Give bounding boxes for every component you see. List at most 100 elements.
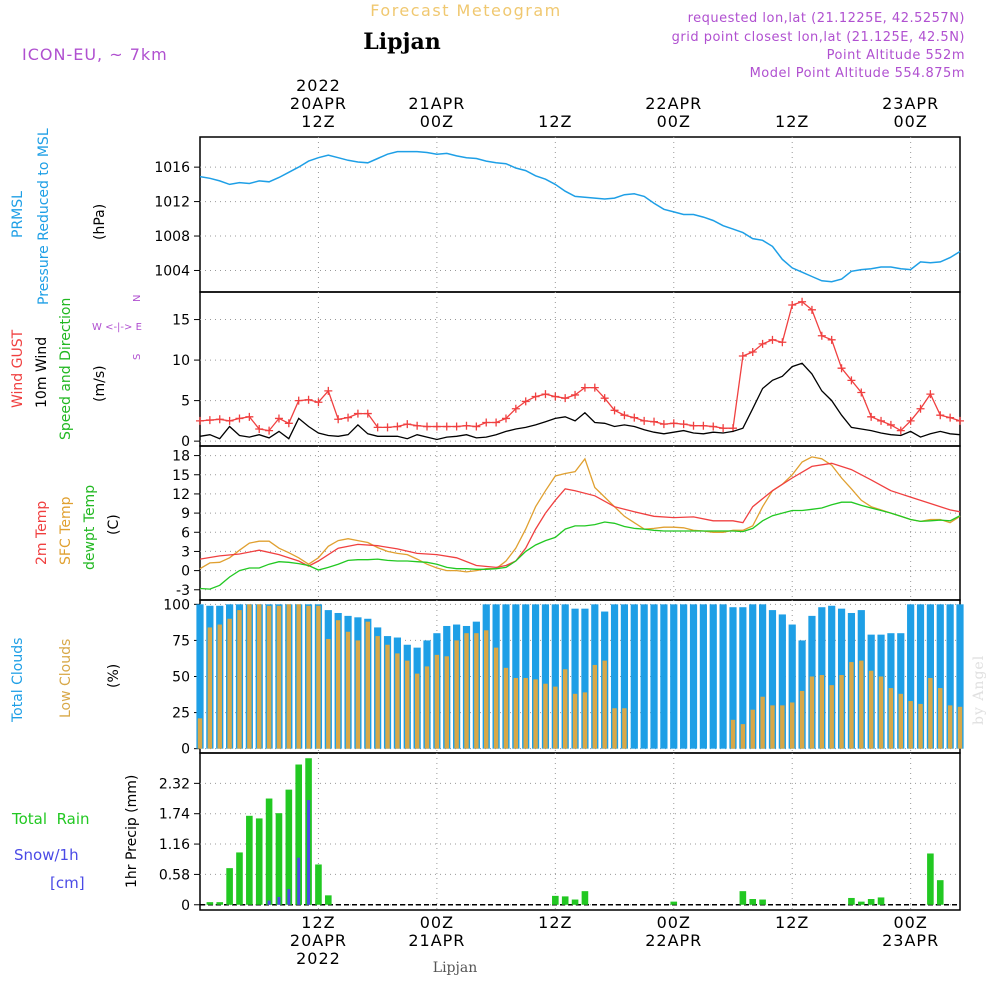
wind-labels: Wind GUST 10m Wind Speed and Direction (… (10, 295, 143, 440)
gust-point (492, 418, 501, 427)
gust-point (245, 412, 254, 421)
gust-point (748, 347, 757, 356)
wind-label-gust: Wind GUST (10, 329, 26, 408)
rain-bar (255, 818, 263, 905)
gust-point (551, 392, 560, 401)
low-cloud-bar (730, 719, 736, 749)
gust-point (205, 416, 214, 425)
sfc-temp-line (199, 456, 961, 573)
gust-point (314, 398, 323, 407)
gust-point (304, 395, 313, 404)
total-cloud-bar (670, 604, 678, 749)
wind-label-10m: 10m Wind (34, 337, 50, 408)
requested-coords: requested lon,lat (21.1225E, 42.5257N) (688, 11, 965, 26)
rain-bar (739, 891, 747, 905)
gust-point (857, 388, 866, 397)
precip-label-cm: [cm] (50, 874, 85, 892)
y-tick-label: 1012 (154, 195, 190, 211)
gust-point (580, 383, 589, 392)
low-cloud-bar (464, 633, 469, 749)
low-cloud-bar (493, 647, 499, 749)
gust-point (926, 390, 935, 399)
low-cloud-bar (474, 633, 479, 749)
y-tick-label: 5 (181, 394, 190, 410)
time-label-top: 21APR (408, 94, 465, 113)
gust-point (334, 415, 343, 424)
cloud-labels: Total Clouds Low Clouds (%) (10, 638, 122, 723)
low-cloud-bar (859, 660, 864, 749)
precip-label-snow: Snow/1h (14, 846, 79, 864)
total-cloud-bar (946, 604, 954, 749)
gust-point (462, 421, 471, 430)
low-cloud-bar (523, 677, 528, 749)
gust-point (837, 364, 846, 373)
gust-point (778, 338, 787, 347)
rain-bar (265, 798, 273, 905)
total-cloud-bar (551, 604, 559, 749)
gust-point (610, 406, 619, 415)
y-tick-label: 9 (181, 506, 190, 522)
pressure-label-unit: (hPa) (92, 204, 108, 240)
gust-point (916, 404, 925, 413)
rain-bar (848, 897, 855, 905)
total-cloud-bar (531, 604, 540, 749)
gust-point (798, 297, 807, 306)
gust-point (590, 383, 599, 392)
low-cloud-bar (405, 660, 410, 749)
total-cloud-bar (630, 604, 638, 749)
low-cloud-bar (257, 604, 262, 749)
rain-bar (759, 899, 766, 905)
precip-label-rain: Total Rain (11, 810, 90, 828)
temp-label-unit: (C) (106, 514, 122, 535)
snow-bar (297, 857, 301, 905)
temp-label-2m: 2m Temp (34, 501, 50, 565)
precip-label-unit: 1hr Precip (mm) (124, 775, 140, 888)
gust-point (393, 422, 402, 431)
low-cloud-bar (878, 676, 884, 749)
y-tick-label: 3 (181, 544, 190, 560)
low-cloud-bar (839, 675, 844, 749)
y-tick-label: 10 (172, 353, 190, 369)
panel-frame-wind (199, 291, 961, 447)
y-tick-label: 2.32 (159, 776, 190, 792)
low-cloud-bar (543, 683, 548, 749)
rain-bar (936, 880, 944, 905)
low-cloud-bar (790, 702, 795, 749)
total-cloud-bar (758, 604, 767, 749)
total-cloud-bar (907, 604, 915, 749)
chart-title: Forecast Meteogram (370, 1, 561, 20)
low-cloud-bar (750, 709, 755, 749)
gust-point (511, 404, 520, 413)
gust-point (659, 420, 668, 429)
low-cloud-bar (780, 705, 785, 749)
time-label-bottom: 20APR (290, 931, 347, 950)
total-cloud-bar (936, 604, 944, 749)
y-tick-label: 0 (181, 898, 190, 914)
y-tick-label: 50 (172, 670, 190, 686)
low-cloud-bar (740, 724, 746, 749)
compass-n: N (132, 295, 143, 302)
gust-point (867, 412, 876, 421)
rain-bar (867, 899, 875, 905)
y-tick-label: 100 (163, 597, 190, 613)
wind-label-unit: (m/s) (92, 365, 108, 402)
gust-point (906, 416, 915, 425)
total-cloud-bar (660, 604, 668, 749)
total-cloud-bar (719, 604, 727, 749)
gust-point (758, 339, 767, 348)
y-tick-label: 1008 (154, 229, 190, 245)
time-label-top: 22APR (645, 94, 702, 113)
total-cloud-bar (788, 624, 796, 749)
total-cloud-bar (739, 607, 747, 749)
gust-point (294, 396, 303, 405)
wind-line (199, 362, 961, 441)
gust-point (235, 414, 244, 423)
gust-point (531, 392, 540, 401)
y-tick-label: 1016 (154, 160, 190, 176)
rain-bar (206, 902, 214, 905)
time-label-bottom: 12Z (775, 913, 809, 932)
snow-bar (287, 889, 291, 905)
time-label-bottom: 2022 (296, 949, 341, 968)
y-tick-label: 0 (181, 742, 190, 758)
